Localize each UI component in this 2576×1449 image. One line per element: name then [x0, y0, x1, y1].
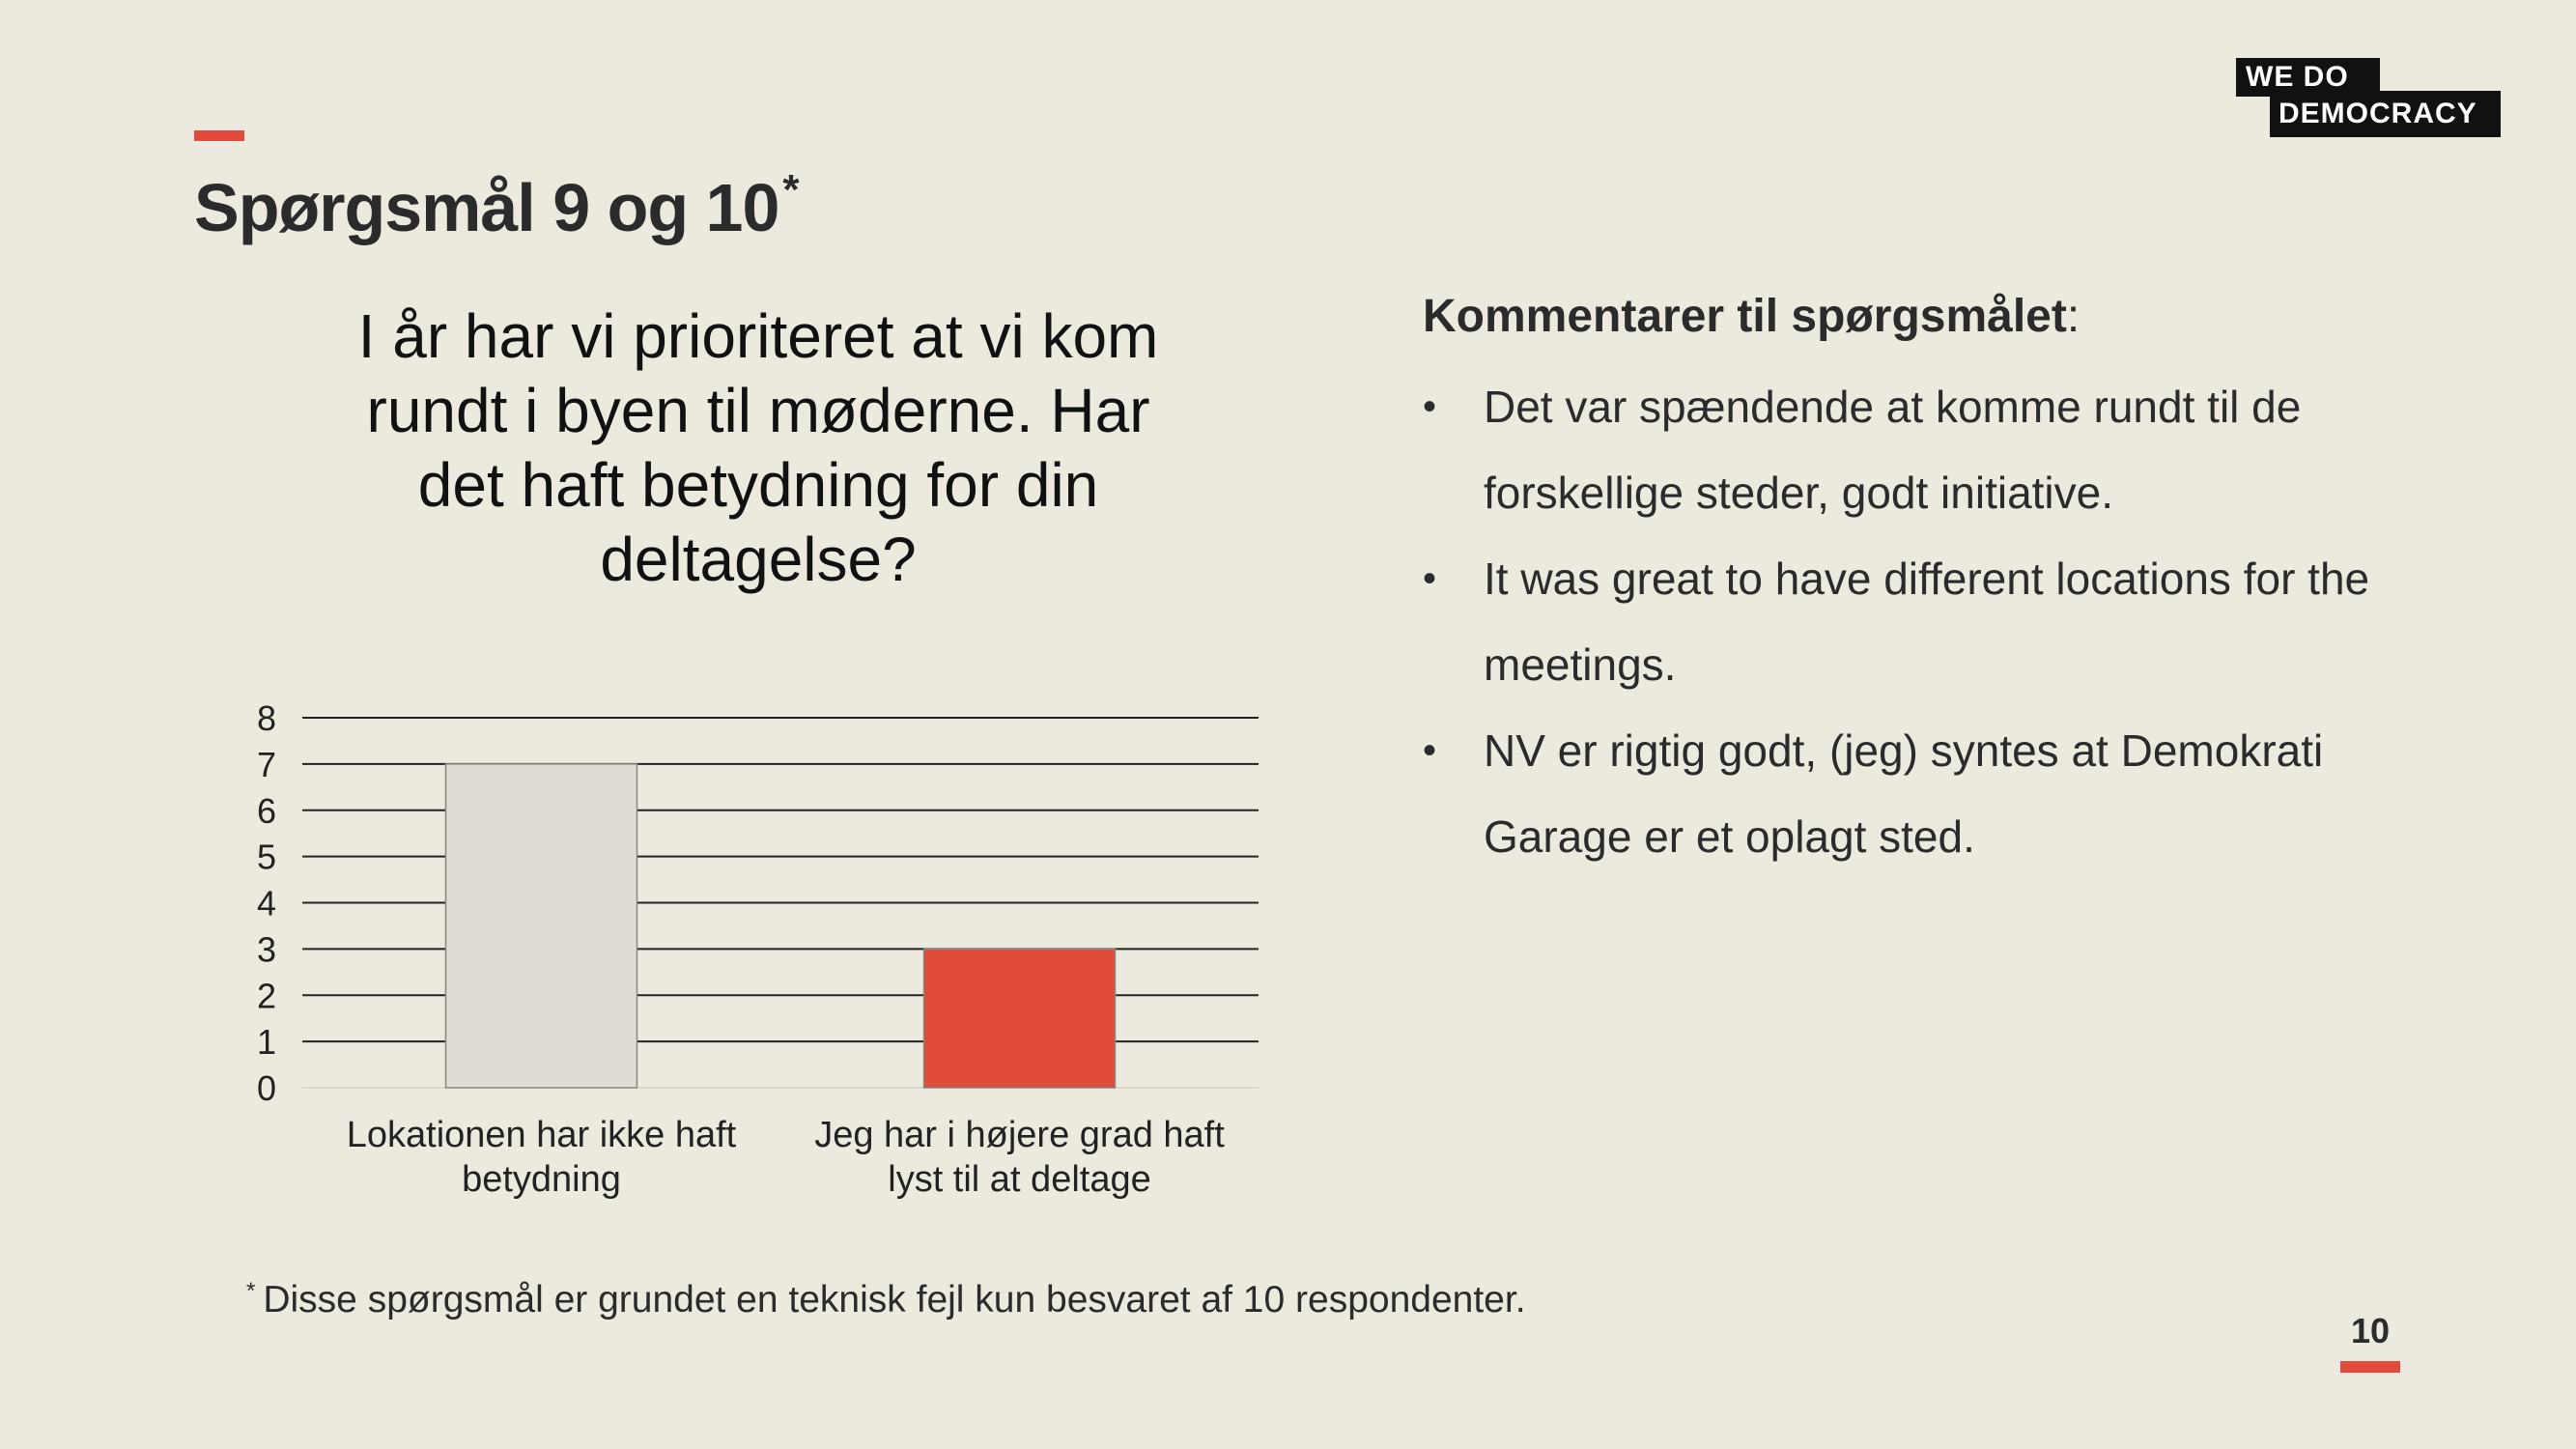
- x-category-label: Jeg har i højere grad haft: [814, 1115, 1225, 1155]
- comment-item: • NV er rigtig godt, (jeg) syntes at Demo…: [1423, 708, 2466, 880]
- y-tick-label: 3: [257, 929, 276, 969]
- y-tick-label: 4: [257, 884, 276, 923]
- y-tick-label: 8: [257, 698, 276, 738]
- logo-line-2: DEMOCRACY: [2270, 91, 2501, 137]
- x-category-label: lyst til at deltage: [888, 1159, 1150, 1200]
- comment-text: It was great to have different locations…: [1484, 554, 2370, 690]
- slide-title-mark: *: [782, 166, 799, 213]
- y-tick-label: 7: [257, 745, 276, 784]
- bullet-icon: •: [1423, 385, 1437, 428]
- slide-title-text: Spørgsmål 9 og 10: [194, 170, 779, 245]
- x-category-label: Lokationen har ikke haft: [347, 1115, 737, 1155]
- chart-title: I år har vi prioriteret at vi kom rundt …: [357, 301, 1159, 594]
- comments-heading: Kommentarer til spørgsmålet:: [1423, 290, 2466, 343]
- page-number-accent-bar: [2340, 1361, 2400, 1373]
- comment-text: Det var spændende at komme rundt til de …: [1484, 382, 2302, 518]
- comments-section: Kommentarer til spørgsmålet: • Det var sp…: [1423, 290, 2466, 880]
- title-accent-bar: [194, 130, 244, 141]
- bar-chart: 0 1 2 3 4 5 6 7 8 Lokationen har ikke haftbetydni…: [257, 698, 1259, 1200]
- footnote-text: Disse spørgsmål er grundet en teknisk fe…: [263, 1279, 1526, 1321]
- footnote: * Disse spørgsmål er grundet en teknisk f…: [246, 1278, 1526, 1321]
- comment-text: NV er rigtig godt, (jeg) syntes at Demok…: [1484, 725, 2324, 862]
- bullet-icon: •: [1423, 557, 1437, 600]
- y-tick-label: 1: [257, 1022, 276, 1062]
- brand-logo: WE DO DEMOCRACY: [2236, 58, 2501, 137]
- bullet-icon: •: [1423, 729, 1437, 772]
- x-category-label: betydning: [462, 1159, 621, 1200]
- comment-item: • It was great to have different location…: [1423, 536, 2466, 708]
- slide-title: Spørgsmål 9 og 10*: [194, 166, 800, 246]
- comments-heading-colon: :: [2066, 291, 2081, 342]
- bar: [922, 948, 1117, 1089]
- y-tick-label: 6: [257, 791, 276, 831]
- comments-heading-text: Kommentarer til spørgsmålet: [1423, 291, 2067, 342]
- bar: [444, 763, 638, 1089]
- y-tick-label: 5: [257, 838, 276, 877]
- y-tick-label: 0: [257, 1068, 276, 1108]
- y-tick-label: 2: [257, 976, 276, 1015]
- logo-line-1: WE DO: [2236, 58, 2380, 97]
- footnote-mark: *: [246, 1278, 256, 1304]
- comment-item: • Det var spændende at komme rundt til de…: [1423, 364, 2466, 536]
- page-number: 10: [2350, 1311, 2391, 1350]
